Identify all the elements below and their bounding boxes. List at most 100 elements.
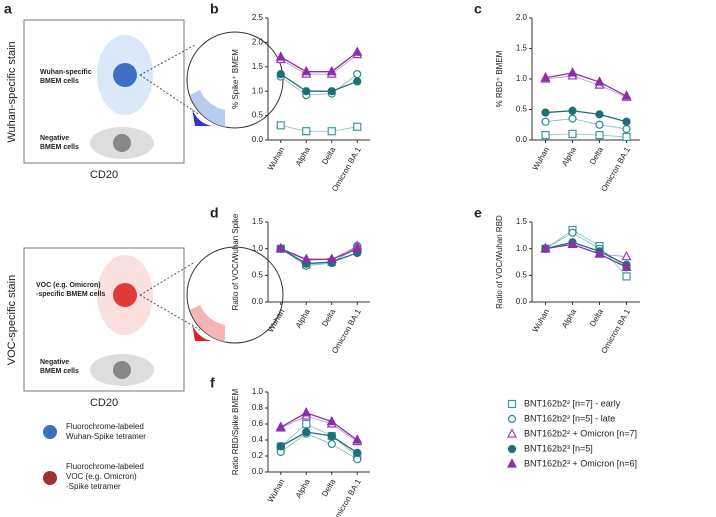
marker bbox=[507, 399, 517, 409]
marker bbox=[326, 65, 337, 76]
axis-label: CD20 bbox=[90, 397, 118, 409]
marker bbox=[595, 120, 604, 129]
marker bbox=[622, 272, 631, 281]
marker bbox=[302, 87, 311, 96]
marker bbox=[327, 431, 336, 441]
diagram-text: BMEM cells bbox=[40, 368, 79, 375]
marker bbox=[276, 442, 285, 451]
marker bbox=[353, 77, 362, 86]
y-tick-label: 0.8 bbox=[252, 403, 264, 412]
marker bbox=[353, 448, 362, 457]
marker bbox=[540, 72, 551, 82]
x-tick-label: Delta bbox=[588, 145, 605, 166]
leader bbox=[139, 294, 201, 331]
marker bbox=[326, 253, 337, 263]
diagram-text: BMEM cells bbox=[40, 78, 79, 85]
marker bbox=[327, 439, 336, 449]
marker bbox=[621, 261, 632, 271]
marker bbox=[622, 132, 631, 142]
marker bbox=[301, 407, 312, 417]
panel-label: b bbox=[210, 1, 219, 17]
marker bbox=[622, 117, 631, 126]
series-line bbox=[280, 124, 358, 132]
y-tick-label: 1.0 bbox=[252, 86, 264, 95]
marker bbox=[541, 108, 550, 117]
y-tick-label: 1.0 bbox=[252, 387, 264, 396]
diagram-text: Fluorochrome-labeled bbox=[66, 462, 144, 471]
marker bbox=[621, 90, 632, 100]
series-line bbox=[545, 243, 627, 268]
series-line bbox=[280, 54, 358, 75]
diagram-text: VOC (e.g. Omicron) bbox=[66, 472, 137, 481]
series-line bbox=[280, 415, 358, 442]
zoom-cell bbox=[190, 90, 225, 127]
x-tick-label: Delta bbox=[588, 307, 605, 328]
axis-label: VOC-specific stain bbox=[6, 275, 18, 365]
x-tick-label: Omicron BA.1 bbox=[599, 145, 632, 193]
series-line bbox=[545, 75, 627, 98]
axis-label: CD20 bbox=[90, 169, 118, 181]
diagram-text: Negative bbox=[40, 359, 69, 366]
marker bbox=[302, 127, 311, 136]
y-tick-label: 2.5 bbox=[252, 13, 264, 22]
y-tick-label: 0.5 bbox=[516, 270, 528, 279]
axis-label: Ratio RBD/Spike BMEM bbox=[231, 389, 240, 476]
y-tick-label: 2.0 bbox=[252, 38, 264, 47]
panel-label: f bbox=[210, 375, 215, 391]
marker bbox=[594, 248, 605, 258]
y-tick-label: 1.5 bbox=[252, 62, 264, 71]
marker bbox=[568, 228, 577, 237]
leader bbox=[139, 261, 196, 296]
legend-label: BNT162b2³ + Omicron [n=6] bbox=[524, 458, 637, 468]
marker bbox=[327, 127, 336, 136]
marker bbox=[275, 51, 286, 61]
marker bbox=[568, 106, 577, 115]
marker bbox=[352, 46, 363, 56]
marker bbox=[567, 67, 578, 77]
axis-label: % Spike⁺ BMEM bbox=[231, 49, 240, 109]
key-icon bbox=[43, 471, 57, 485]
y-tick-label: 0.0 bbox=[252, 135, 264, 144]
marker bbox=[276, 70, 285, 79]
marker bbox=[302, 419, 311, 429]
series-line bbox=[280, 412, 358, 441]
y-tick-label: 0.0 bbox=[516, 135, 528, 144]
y-tick-label: 0.2 bbox=[252, 451, 264, 460]
marker bbox=[507, 414, 517, 424]
series-line bbox=[280, 248, 358, 265]
marker bbox=[507, 428, 517, 438]
diagram-text: BMEM cells bbox=[40, 144, 79, 151]
marker bbox=[352, 434, 363, 444]
x-tick-label: Wuhan bbox=[531, 146, 551, 172]
x-tick-label: Alpha bbox=[560, 145, 578, 168]
zoom-cell bbox=[190, 305, 225, 342]
marker bbox=[302, 427, 311, 437]
marker bbox=[301, 65, 312, 76]
marker bbox=[275, 242, 286, 253]
marker bbox=[352, 242, 363, 253]
series-line bbox=[280, 248, 358, 260]
panel-label: a bbox=[4, 1, 12, 17]
marker bbox=[540, 242, 551, 253]
marker bbox=[541, 117, 550, 126]
diagram-text: -specific BMEM cells bbox=[36, 291, 105, 298]
marker bbox=[353, 70, 362, 79]
marker bbox=[326, 415, 337, 426]
panel-label: c bbox=[474, 1, 482, 17]
diagram-text: Wuhan-Spike tetramer bbox=[66, 432, 146, 441]
leader bbox=[139, 44, 196, 76]
series-line bbox=[280, 431, 358, 454]
cell bbox=[113, 63, 137, 87]
x-tick-label: Delta bbox=[320, 145, 337, 166]
cell bbox=[113, 361, 131, 379]
y-tick-label: 0.5 bbox=[252, 270, 264, 279]
y-tick-label: 0.6 bbox=[252, 419, 264, 428]
y-tick-label: 1.0 bbox=[252, 244, 264, 253]
x-tick-label: Wuhan bbox=[266, 478, 286, 504]
marker bbox=[507, 444, 517, 454]
axis-label: Wuhan-specific stain bbox=[6, 41, 18, 142]
marker bbox=[595, 110, 604, 119]
diagram-text: Fluorochrome-labeled bbox=[66, 422, 144, 431]
y-tick-label: 0.0 bbox=[252, 467, 264, 476]
